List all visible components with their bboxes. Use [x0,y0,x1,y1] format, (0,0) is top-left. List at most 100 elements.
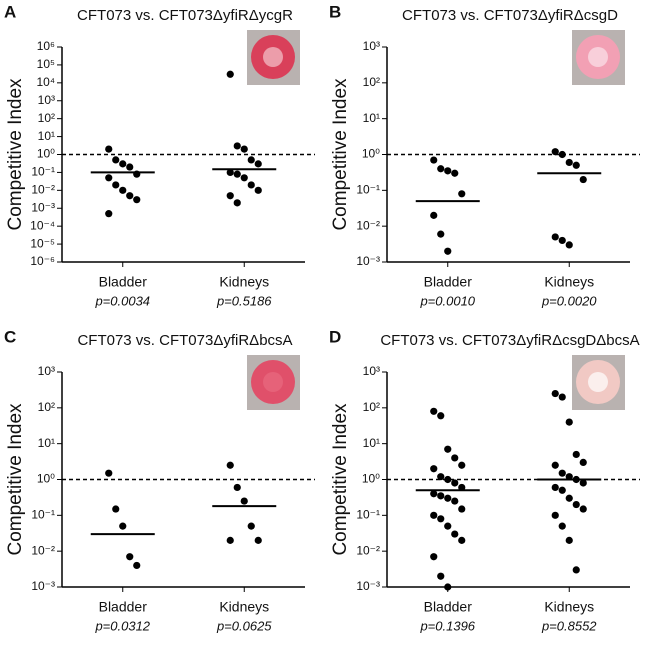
y-tick-label: 10⁻¹ [356,183,380,197]
data-point [105,469,113,477]
data-point [233,170,241,178]
data-point [437,492,445,500]
data-point [133,561,141,570]
data-point [226,70,234,78]
data-point [430,465,438,473]
data-point [551,148,559,156]
data-point [579,175,587,184]
data-point [233,483,241,492]
data-point [126,553,134,561]
data-point [437,165,445,173]
data-point [572,475,580,484]
data-point [565,158,573,167]
data-point [565,536,573,544]
data-point [247,181,255,189]
data-point [558,469,566,477]
data-point [451,497,459,505]
x-tick-label: Kidneys [544,274,594,290]
y-tick-label: 10⁻⁴ [30,218,55,232]
data-point [551,483,559,492]
y-tick-label: 10⁻¹ [356,508,380,522]
y-tick-label: 10⁻¹ [31,165,55,179]
chart-title: CFT073 vs. CFT073ΔyfiRΔcsgDΔbcsA [380,332,639,349]
data-point [437,473,445,481]
data-point [551,233,559,241]
x-tick-label: Kidneys [219,599,269,615]
panel: B CFT073 vs. CFT073ΔyfiRΔcsgD Competitive … [329,2,640,308]
chart-title: CFT073 vs. CFT073ΔyfiRΔycgR [77,7,293,24]
y-tick-label: 10⁻² [356,218,380,232]
data-point [572,450,580,459]
panel: A CFT073 vs. CFT073ΔyfiRΔycgR Competitive … [4,2,315,308]
panel: D CFT073 vs. CFT073ΔyfiRΔcsgDΔbcsA Competi… [329,327,640,633]
data-point [558,236,566,245]
data-point [226,168,234,177]
inset-colony-center [263,47,283,67]
y-tick-label: 10² [38,400,55,414]
x-tick-label: Kidneys [219,274,269,290]
chart-title: CFT073 vs. CFT073ΔyfiRΔbcsA [77,332,292,349]
x-tick-label: Bladder [99,274,148,290]
data-point [430,156,438,164]
x-tick-label: Bladder [99,599,148,615]
data-point [254,536,262,544]
y-tick-label: 10¹ [363,436,380,450]
y-tick-label: 10² [363,400,380,414]
data-point [572,500,580,509]
data-point [565,494,573,502]
data-point [458,536,466,544]
x-tick-label: Bladder [424,274,473,290]
y-tick-label: 10⁶ [37,39,55,53]
y-tick-label: 10⁻⁶ [30,254,55,268]
data-point [572,566,580,574]
data-point [551,389,559,398]
y-tick-label: 10⁰ [362,147,380,161]
data-point [451,530,459,538]
data-point [558,150,566,159]
inset-colony-center [588,372,608,392]
y-tick-label: 10¹ [363,111,380,125]
y-tick-label: 10⁰ [362,472,380,486]
x-tick-label: Bladder [424,599,473,615]
y-tick-label: 10⁻² [31,543,55,557]
data-point [126,192,134,200]
y-tick-label: 10² [363,75,380,89]
data-point [437,572,445,580]
data-point [558,486,566,494]
data-point [430,211,438,219]
data-point [444,494,452,502]
y-tick-label: 10² [38,111,55,125]
p-value: p=0.1396 [419,618,475,633]
data-point [126,163,134,171]
panel-label: D [329,327,341,346]
x-tick-label: Kidneys [544,599,594,615]
data-point [112,156,120,164]
data-point [579,505,587,513]
data-point [430,490,438,498]
data-point [558,522,566,530]
y-tick-label: 10⁻³ [356,579,380,593]
data-point [579,479,587,487]
y-tick-label: 10³ [363,39,380,53]
data-point [444,583,452,591]
y-axis-label: Competitive Index [5,78,26,231]
data-point [444,167,452,175]
p-value: p=0.0312 [94,618,150,633]
data-point [437,515,445,523]
y-tick-label: 10³ [38,364,55,378]
data-point [119,160,127,168]
y-tick-label: 10⁻⁵ [30,236,55,250]
data-point [233,142,241,150]
data-point [240,497,248,505]
y-tick-label: 10³ [38,93,55,107]
data-point [119,522,127,530]
data-point [451,479,459,487]
data-point [105,174,113,182]
y-tick-label: 10¹ [38,436,55,450]
p-value: p=0.0010 [419,293,475,308]
panel-label: A [4,2,16,21]
y-tick-label: 10¹ [38,129,55,143]
inset-colony-center [588,47,608,67]
data-point [437,412,445,420]
y-tick-label: 10⁻³ [31,579,55,593]
